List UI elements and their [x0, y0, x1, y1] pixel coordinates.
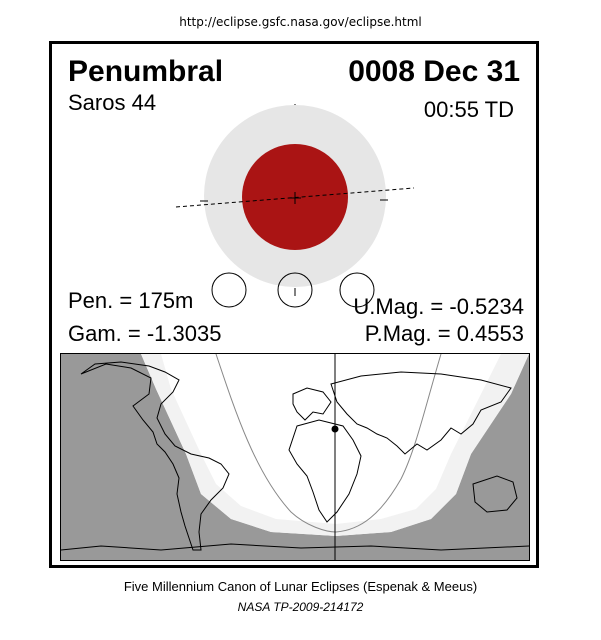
eclipse-date: 0008 Dec 31	[348, 55, 520, 88]
source-url: http://eclipse.gsfc.nasa.gov/eclipse.htm…	[179, 15, 422, 29]
umbral-magnitude: U.Mag. = -0.5234	[353, 294, 524, 319]
europe-outline	[292, 387, 332, 421]
antarctica-outline	[61, 543, 529, 551]
night-region	[61, 354, 529, 560]
australia-outline	[472, 475, 518, 513]
sub-lunar-point	[331, 425, 339, 433]
eclipse-time: 00:55 TD	[423, 97, 514, 122]
contact-circle-p4	[339, 272, 375, 308]
eclipse-figure-frame: Penumbral 0008 Dec 31 Saros 44 00:55 TD …	[49, 41, 539, 568]
eclipse-limit-curve	[215, 354, 442, 533]
penumbral-duration: Pen. = 175m	[68, 288, 194, 313]
contact-circle-p1	[211, 272, 247, 308]
contact-circle-greatest	[277, 272, 313, 308]
world-visibility-map	[60, 353, 530, 561]
eclipse-type-title: Penumbral	[68, 55, 224, 88]
caption-canon-title: Five Millennium Canon of Lunar Eclipses …	[123, 579, 478, 594]
asia-outline	[330, 371, 512, 455]
eclipse-geometry-diagram	[175, 104, 415, 308]
caption-publication-id: NASA TP-2009-214172	[237, 600, 364, 614]
saros-number: Saros 44	[68, 90, 157, 115]
gamma-value: Gam. = -1.3035	[68, 321, 222, 346]
penumbral-magnitude: P.Mag. = 0.4553	[364, 321, 524, 346]
americas-outline	[80, 361, 230, 551]
world-map-svg	[61, 354, 529, 560]
africa-outline	[288, 419, 362, 523]
